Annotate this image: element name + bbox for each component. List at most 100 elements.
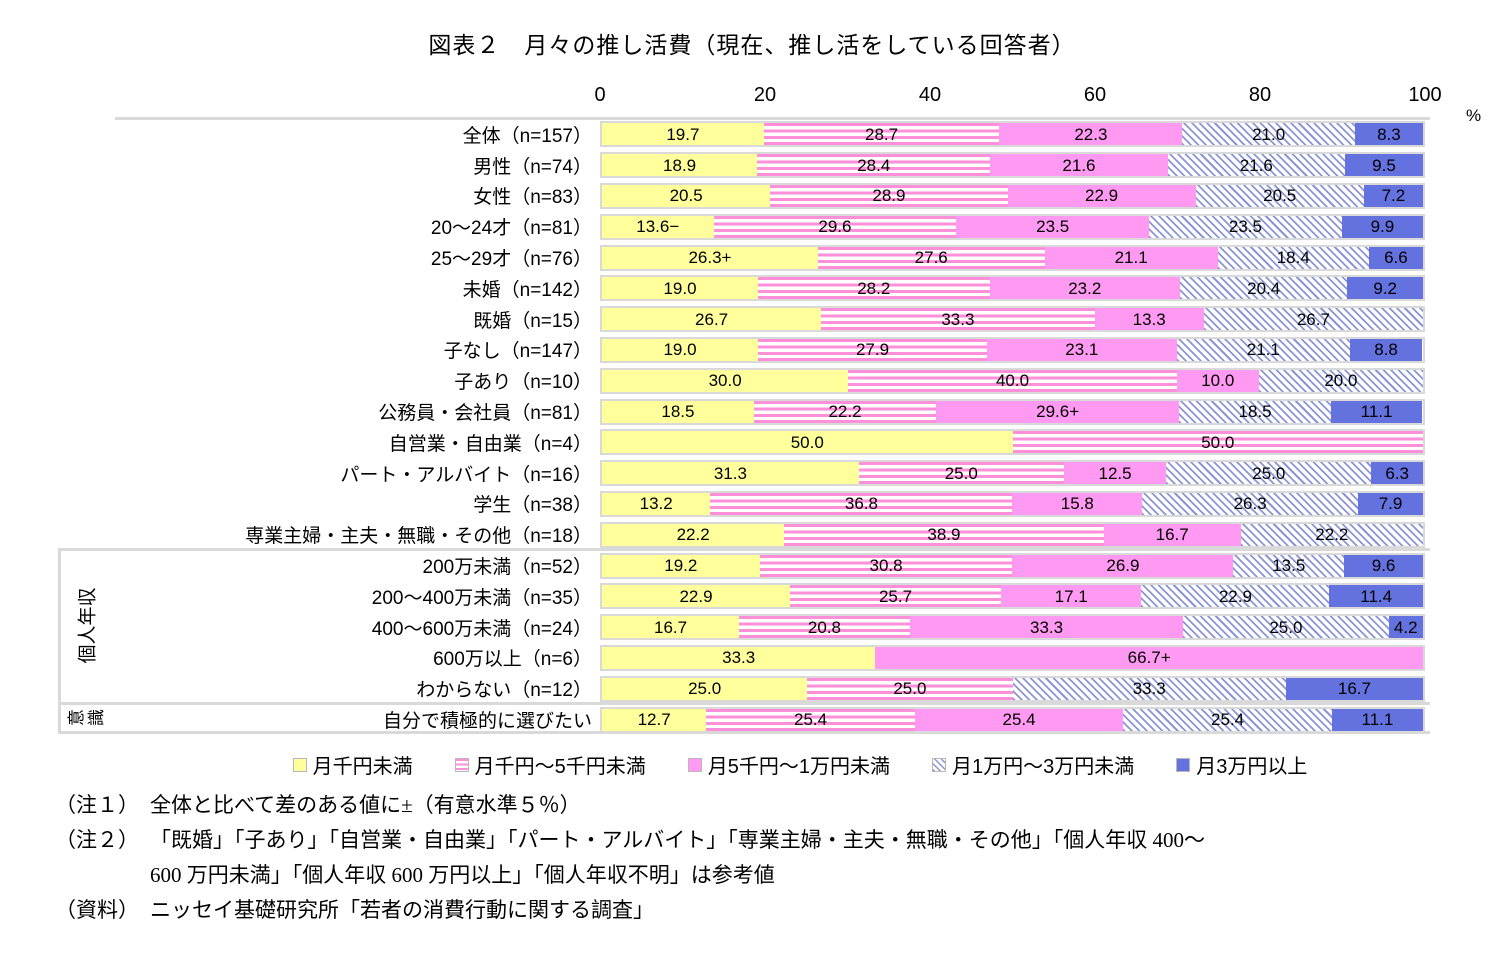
bar-segment-5k-10k: 66.7+ <box>875 646 1423 669</box>
bar-segment-1k-5k: 25.4 <box>706 708 915 731</box>
note-tag: （注２） <box>55 828 139 852</box>
bar-value-label: 50.0 <box>1201 432 1235 452</box>
bar-segment-under-1k: 19.2 <box>602 554 760 577</box>
bar-segment-over-30k: 7.2 <box>1363 184 1423 207</box>
bar-segment-5k-10k: 22.9 <box>1007 184 1196 207</box>
note-line: 600 万円未満」「個人年収 600 万円以上」「個人年収不明」は参考値 <box>150 863 775 887</box>
bar-segment-under-1k: 20.5 <box>602 184 771 207</box>
bar-segment-10k-30k: 25.4 <box>1123 708 1332 731</box>
bar-segment-under-1k: 30.0 <box>602 369 849 392</box>
bar-segment-under-1k: 13.2 <box>602 492 711 515</box>
bar-value-label: 22.2 <box>1315 525 1349 545</box>
bar-segment-5k-10k: 25.4 <box>914 708 1124 731</box>
bar-value-label: 11.1 <box>1361 710 1394 730</box>
legend-item: 月1万円～3万円未満 <box>932 750 1134 779</box>
bar-value-label: 23.5 <box>1036 217 1070 237</box>
bar-segment-10k-30k: 20.4 <box>1179 277 1348 300</box>
category-label: 男性（n=74） <box>473 156 592 178</box>
bar-value-label: 29.6 <box>818 217 852 237</box>
bar-value-label: 28.9 <box>872 186 906 206</box>
bar-segment-5k-10k: 29.6+ <box>936 400 1180 423</box>
bar-value-label: 25.0 <box>893 679 927 699</box>
bar-segment-under-1k: 16.7 <box>602 616 740 639</box>
legend-item: 月5千円～1万円未満 <box>687 750 890 779</box>
bar-segment-10k-30k: 25.0 <box>1183 616 1389 639</box>
chart-row: 公務員・会社員（n=81） 18.5 22.2 29.6+ 18.5 11.1 <box>60 396 1430 427</box>
chart-row: 専業主婦・主夫・無職・その他（n=18） 22.2 38.9 16.7 22.2 <box>60 519 1430 550</box>
bar-segment-10k-30k: 22.2 <box>1240 523 1423 546</box>
chart-row: 学生（n=38） 13.2 36.8 15.8 26.3 7.9 <box>60 489 1430 520</box>
group-separator-line <box>58 548 1430 551</box>
legend-swatch-icon <box>687 757 702 772</box>
bar-segment-10k-30k: 18.5 <box>1179 400 1332 423</box>
axis-tick: 60 <box>1083 84 1107 106</box>
bar-value-label: 23.1 <box>1065 340 1099 360</box>
bar-segment-5k-10k: 21.1 <box>1044 246 1218 269</box>
bar-track: 18.9 28.4 21.6 21.6 9.5 <box>600 152 1425 179</box>
bar-value-label: 28.2 <box>857 278 891 298</box>
bar-value-label: 26.3+ <box>688 248 732 268</box>
chart-row: 女性（n=83） 20.5 28.9 22.9 20.5 7.2 <box>60 181 1430 212</box>
bar-value-label: 19.0 <box>663 278 697 298</box>
legend-label: 月3万円以上 <box>1196 756 1308 778</box>
bar-track: 20.5 28.9 22.9 20.5 7.2 <box>600 182 1425 209</box>
bar-value-label: 20.5 <box>1263 186 1297 206</box>
bar-value-label: 50.0 <box>790 432 824 452</box>
bar-segment-under-1k: 19.0 <box>602 338 758 361</box>
chart-row: 子あり（n=10） 30.0 40.0 10.0 20.0 <box>60 365 1430 396</box>
bar-track: 22.2 38.9 16.7 22.2 <box>600 521 1425 548</box>
bar-segment-under-1k: 33.3 <box>602 646 876 669</box>
legend-swatch-icon <box>454 757 469 772</box>
chart-row: わからない（n=12） 25.0 25.0 33.3 16.7 <box>60 673 1430 704</box>
bar-segment-1k-5k: 36.8 <box>710 492 1013 515</box>
bar-value-label: 25.4 <box>1002 710 1036 730</box>
bar-value-label: 11.4 <box>1360 586 1393 606</box>
bar-value-label: 17.1 <box>1054 586 1088 606</box>
bar-value-label: 26.7 <box>695 309 729 329</box>
bar-segment-1k-5k: 25.7 <box>790 585 1001 608</box>
bar-value-label: 21.1 <box>1114 248 1148 268</box>
bar-segment-under-1k: 26.3+ <box>602 246 818 269</box>
bar-segment-under-1k: 50.0 <box>602 431 1013 454</box>
bar-segment-over-30k: 6.6 <box>1368 246 1423 269</box>
bar-segment-under-1k: 18.9 <box>602 154 758 177</box>
category-label: パート・アルバイト（n=16） <box>340 464 592 486</box>
axis-tick: 40 <box>918 84 942 106</box>
bar-value-label: 21.1 <box>1246 340 1280 360</box>
bar-segment-under-1k: 25.0 <box>602 677 808 700</box>
axis-tick: 80 <box>1248 84 1272 106</box>
bar-segment-10k-30k: 21.1 <box>1176 338 1350 361</box>
bar-segment-under-1k: 19.7 <box>602 123 764 146</box>
bar-value-label: 22.3 <box>1074 124 1108 144</box>
legend-item: 月千円～5千円未満 <box>454 750 646 779</box>
bar-value-label: 7.2 <box>1381 186 1406 206</box>
bar-segment-5k-10k: 23.5 <box>956 215 1150 238</box>
bar-value-label: 25.4 <box>793 710 828 730</box>
category-label: 全体（n=157） <box>462 125 592 147</box>
bar-segment-5k-10k: 10.0 <box>1176 369 1259 392</box>
bar-value-label: 13.2 <box>639 494 673 514</box>
bar-value-label: 28.7 <box>865 124 899 144</box>
bar-segment-1k-5k: 28.2 <box>757 277 990 300</box>
chart-row: 男性（n=74） 18.9 28.4 21.6 21.6 9.5 <box>60 150 1430 181</box>
category-label: 自分で積極的に選びたい <box>382 711 592 733</box>
bar-segment-10k-30k: 26.3 <box>1142 492 1359 515</box>
note-row: （注２） 「既婚」「子あり」「自営業・自由業」「パート・アルバイト」「専業主婦・… <box>55 823 1455 893</box>
bar-segment-10k-30k: 26.7 <box>1203 308 1423 331</box>
legend-label: 月千円～5千円未満 <box>474 756 646 778</box>
note-tag: （資料） <box>55 898 139 922</box>
bar-value-label: 15.8 <box>1060 494 1094 514</box>
bar-value-label: 13.3 <box>1132 309 1166 329</box>
bar-track: 50.0 50.0 <box>600 429 1425 456</box>
bar-segment-10k-30k: 21.0 <box>1182 123 1355 146</box>
category-label: 学生（n=38） <box>473 495 592 517</box>
bar-value-label: 19.2 <box>664 556 698 576</box>
bar-segment-1k-5k: 38.9 <box>784 523 1104 546</box>
category-label: 20～24才（n=81） <box>430 218 592 240</box>
category-label: 子あり（n=10） <box>454 372 592 394</box>
bar-value-label: 6.6 <box>1384 248 1408 268</box>
category-label: 公務員・会社員（n=81） <box>378 403 592 425</box>
bar-segment-5k-10k: 22.3 <box>999 123 1183 146</box>
bar-value-label: 8.8 <box>1374 340 1398 360</box>
bar-segment-under-1k: 18.5 <box>602 400 754 423</box>
